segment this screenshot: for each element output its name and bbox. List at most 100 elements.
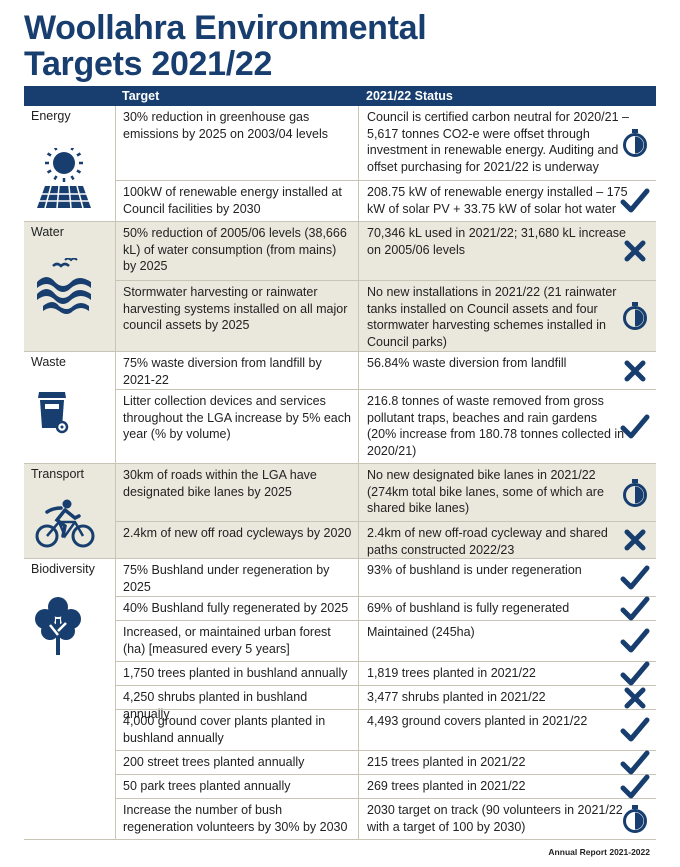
status-text: 93% of bushland is under regeneration [367,563,582,577]
checkmark-icon [620,626,650,656]
title-line-1: Woollahra Environmental [24,9,427,47]
category-cell: Biodiversity [24,559,115,839]
status-cell: 216.8 tonnes of waste removed from gross… [359,390,656,463]
page-title: Woollahra Environmental Targets 2021/22 [24,9,427,83]
status-cell: 2030 target on track (90 volunteers in 2… [359,799,656,839]
status-text: 208.75 kW of renewable energy installed … [367,185,628,216]
target-cell: Increased, or maintained urban forest (h… [116,621,359,661]
target-cell: Litter collection devices and services t… [116,390,359,463]
target-cell: 4,000 ground cover plants planted in bus… [116,710,359,750]
stopwatch-icon [620,478,650,508]
checkmark-icon [620,659,650,689]
stopwatch-icon [620,804,650,834]
checkmark-icon [620,563,650,593]
status-cell: Council is certified carbon neutral for … [359,106,656,180]
category-cell: Energy [24,106,115,221]
target-cell: 75% waste diversion from landfill by 202… [116,352,359,389]
table-row: 30% reduction in greenhouse gas emission… [115,106,656,180]
status-text: 1,819 trees planted in 2021/22 [367,666,536,680]
status-text: Council is certified carbon neutral for … [367,110,629,174]
table-row: 2.4km of new off road cycleways by 2020 2… [115,521,656,558]
checkmark-icon [620,748,650,778]
header-target: Target [122,89,160,103]
status-cell: 56.84% waste diversion from landfill [359,352,656,389]
section-rows: 50% reduction of 2005/06 levels (38,666 … [115,222,656,351]
checkmark-icon [620,715,650,745]
cross-icon [620,236,650,266]
section-rows: 75% Bushland under regeneration by 2025 9… [115,559,656,839]
checkmark-icon [620,594,650,624]
status-text: 56.84% waste diversion from landfill [367,356,567,370]
status-text: 4,493 ground covers planted in 2021/22 [367,714,588,728]
section-water: Water 50% reduction of 2005/06 levels (38… [24,222,656,352]
target-cell: 200 street trees planted annually [116,751,359,774]
table-row: 40% Bushland fully regenerated by 2025 69… [115,596,656,620]
cross-icon [620,683,650,713]
header-category [24,86,115,106]
status-cell: 1,819 trees planted in 2021/22 [359,661,656,685]
tree-icon [35,597,81,658]
status-cell: 69% of bushland is fully regenerated [359,596,656,620]
table-row: Stormwater harvesting or rainwater harve… [115,280,656,351]
section-transport: Transport 30km of roads within the LGA ha… [24,464,656,559]
header-status: 2021/22 Status [366,89,453,103]
table-row: 30km of roads within the LGA have design… [115,464,656,521]
status-cell: 4,493 ground covers planted in 2021/22 [359,710,656,750]
water-waves-icon [35,257,93,317]
section-biodiversity: Biodiversity 75% Bushland under regenerat… [24,559,656,840]
status-cell: 70,346 kL used in 2021/22; 31,680 kL inc… [359,222,656,280]
target-cell: 4,250 shrubs planted in bushland annuall… [116,686,359,721]
status-text: Maintained (245ha) [367,625,475,639]
target-cell: 50% reduction of 2005/06 levels (38,666 … [116,222,359,280]
status-text: 215 trees planted in 2021/22 [367,755,526,769]
status-cell: 208.75 kW of renewable energy installed … [359,181,656,221]
section-waste: Waste 75% waste diversion from landfill b… [24,352,656,464]
title-line-2: Targets 2021/22 [24,45,273,83]
status-cell: 215 trees planted in 2021/22 [359,750,656,774]
checkmark-icon [620,186,650,216]
table-row: 1,750 trees planted in bushland annually… [115,661,656,685]
status-text: 3,477 shrubs planted in 2021/22 [367,690,546,704]
status-text: No new designated bike lanes in 2021/22 … [367,468,604,515]
table-row: Litter collection devices and services t… [115,389,656,463]
section-rows: 30km of roads within the LGA have design… [115,464,656,558]
checkmark-icon [620,412,650,442]
target-cell: 2.4km of new off road cycleways by 2020 [116,522,359,558]
cross-icon [620,525,650,555]
targets-table: Target 2021/22 Status Energy 30% reductio… [24,86,656,840]
status-cell: Maintained (245ha) [359,621,656,661]
status-cell: 2.4km of new off-road cycleway and share… [359,522,656,558]
target-cell: Stormwater harvesting or rainwater harve… [116,281,359,351]
cross-icon [620,356,650,386]
solar-panel-icon [35,144,93,215]
table-row: 4,000 ground cover plants planted in bus… [115,709,656,750]
section-rows: 75% waste diversion from landfill by 202… [115,352,656,463]
table-row: Increased, or maintained urban forest (h… [115,620,656,661]
table-row: 75% Bushland under regeneration by 2025 9… [115,559,656,596]
table-header: Target 2021/22 Status [24,86,656,106]
target-cell: Increase the number of bush regeneration… [116,799,359,839]
target-cell: 75% Bushland under regeneration by 2025 [116,559,359,596]
status-text: 69% of bushland is fully regenerated [367,601,570,615]
target-cell: 30km of roads within the LGA have design… [116,464,359,521]
table-row: 100kW of renewable energy installed at C… [115,180,656,221]
target-cell: 50 park trees planted annually [116,775,359,798]
status-cell: 269 trees planted in 2021/22 [359,774,656,798]
target-cell: 100kW of renewable energy installed at C… [116,181,359,221]
target-cell: 30% reduction in greenhouse gas emission… [116,106,359,180]
status-text: 216.8 tonnes of waste removed from gross… [367,394,625,458]
status-cell: 3,477 shrubs planted in 2021/22 [359,686,656,709]
target-cell: 1,750 trees planted in bushland annually [116,662,359,685]
status-text: 2.4km of new off-road cycleway and share… [367,526,608,557]
footer-note: Annual Report 2021-2022 [548,847,650,857]
category-cell: Waste [24,352,115,463]
table-row: 200 street trees planted annually 215 tre… [115,750,656,774]
table-row: 4,250 shrubs planted in bushland annuall… [115,685,656,721]
category-label: Biodiversity [31,562,95,576]
status-text: No new installations in 2021/22 (21 rain… [367,285,617,349]
status-text: 2030 target on track (90 volunteers in 2… [367,803,623,834]
cyclist-icon [35,498,97,551]
table-body: Energy 30% reduction in greenhouse gas em… [24,106,656,840]
section-rows: 30% reduction in greenhouse gas emission… [115,106,656,221]
status-cell: No new installations in 2021/22 (21 rain… [359,281,656,351]
